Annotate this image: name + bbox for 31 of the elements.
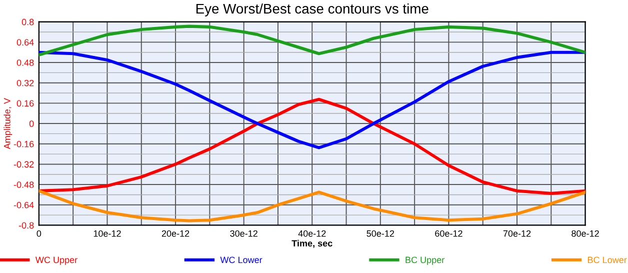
- legend-label: BC Lower: [588, 256, 627, 264]
- x-tick-label: 10e-12: [94, 230, 121, 237]
- y-tick-label: 0.8: [22, 18, 34, 26]
- y-tick-label: -0.8: [18, 222, 34, 229]
- x-tick-label: 80e-12: [572, 230, 599, 237]
- x-axis-title: Time, sec: [292, 240, 332, 248]
- x-tick-label: 50e-12: [366, 230, 394, 237]
- line-series: [38, 24, 586, 56]
- x-tick-label: 40e-12: [298, 230, 326, 237]
- y-tick-label: -0.32: [14, 161, 34, 168]
- legend-label: WC Upper: [35, 256, 78, 265]
- y-tick-label: -0.64: [14, 202, 34, 208]
- legend-label: WC Lower: [220, 256, 262, 264]
- y-tick-label: 0.48: [16, 59, 34, 66]
- legend-label: BC Upper: [406, 256, 444, 265]
- y-tick-label: 0: [29, 120, 34, 127]
- x-tick-label: 30e-12: [230, 230, 258, 237]
- x-tick-label: 60e-12: [435, 230, 462, 237]
- y-tick-label: 0.16: [16, 100, 34, 107]
- y-tick-label: 0.32: [16, 80, 34, 86]
- x-tick-label: 0: [36, 230, 42, 237]
- x-tick-label: 20e-12: [162, 230, 190, 237]
- line-series: [38, 189, 586, 222]
- y-axis-title: Amplitude, V: [4, 98, 12, 150]
- y-tick-label: -0.48: [14, 182, 34, 188]
- y-tick-label: 0.64: [16, 39, 34, 46]
- line-series: [38, 98, 586, 195]
- chart-title: Eye Worst/Best case contours vs time: [196, 3, 428, 16]
- line-series: [38, 50, 586, 150]
- y-tick-label: -0.16: [14, 140, 34, 148]
- x-tick-label: 70e-12: [503, 230, 531, 237]
